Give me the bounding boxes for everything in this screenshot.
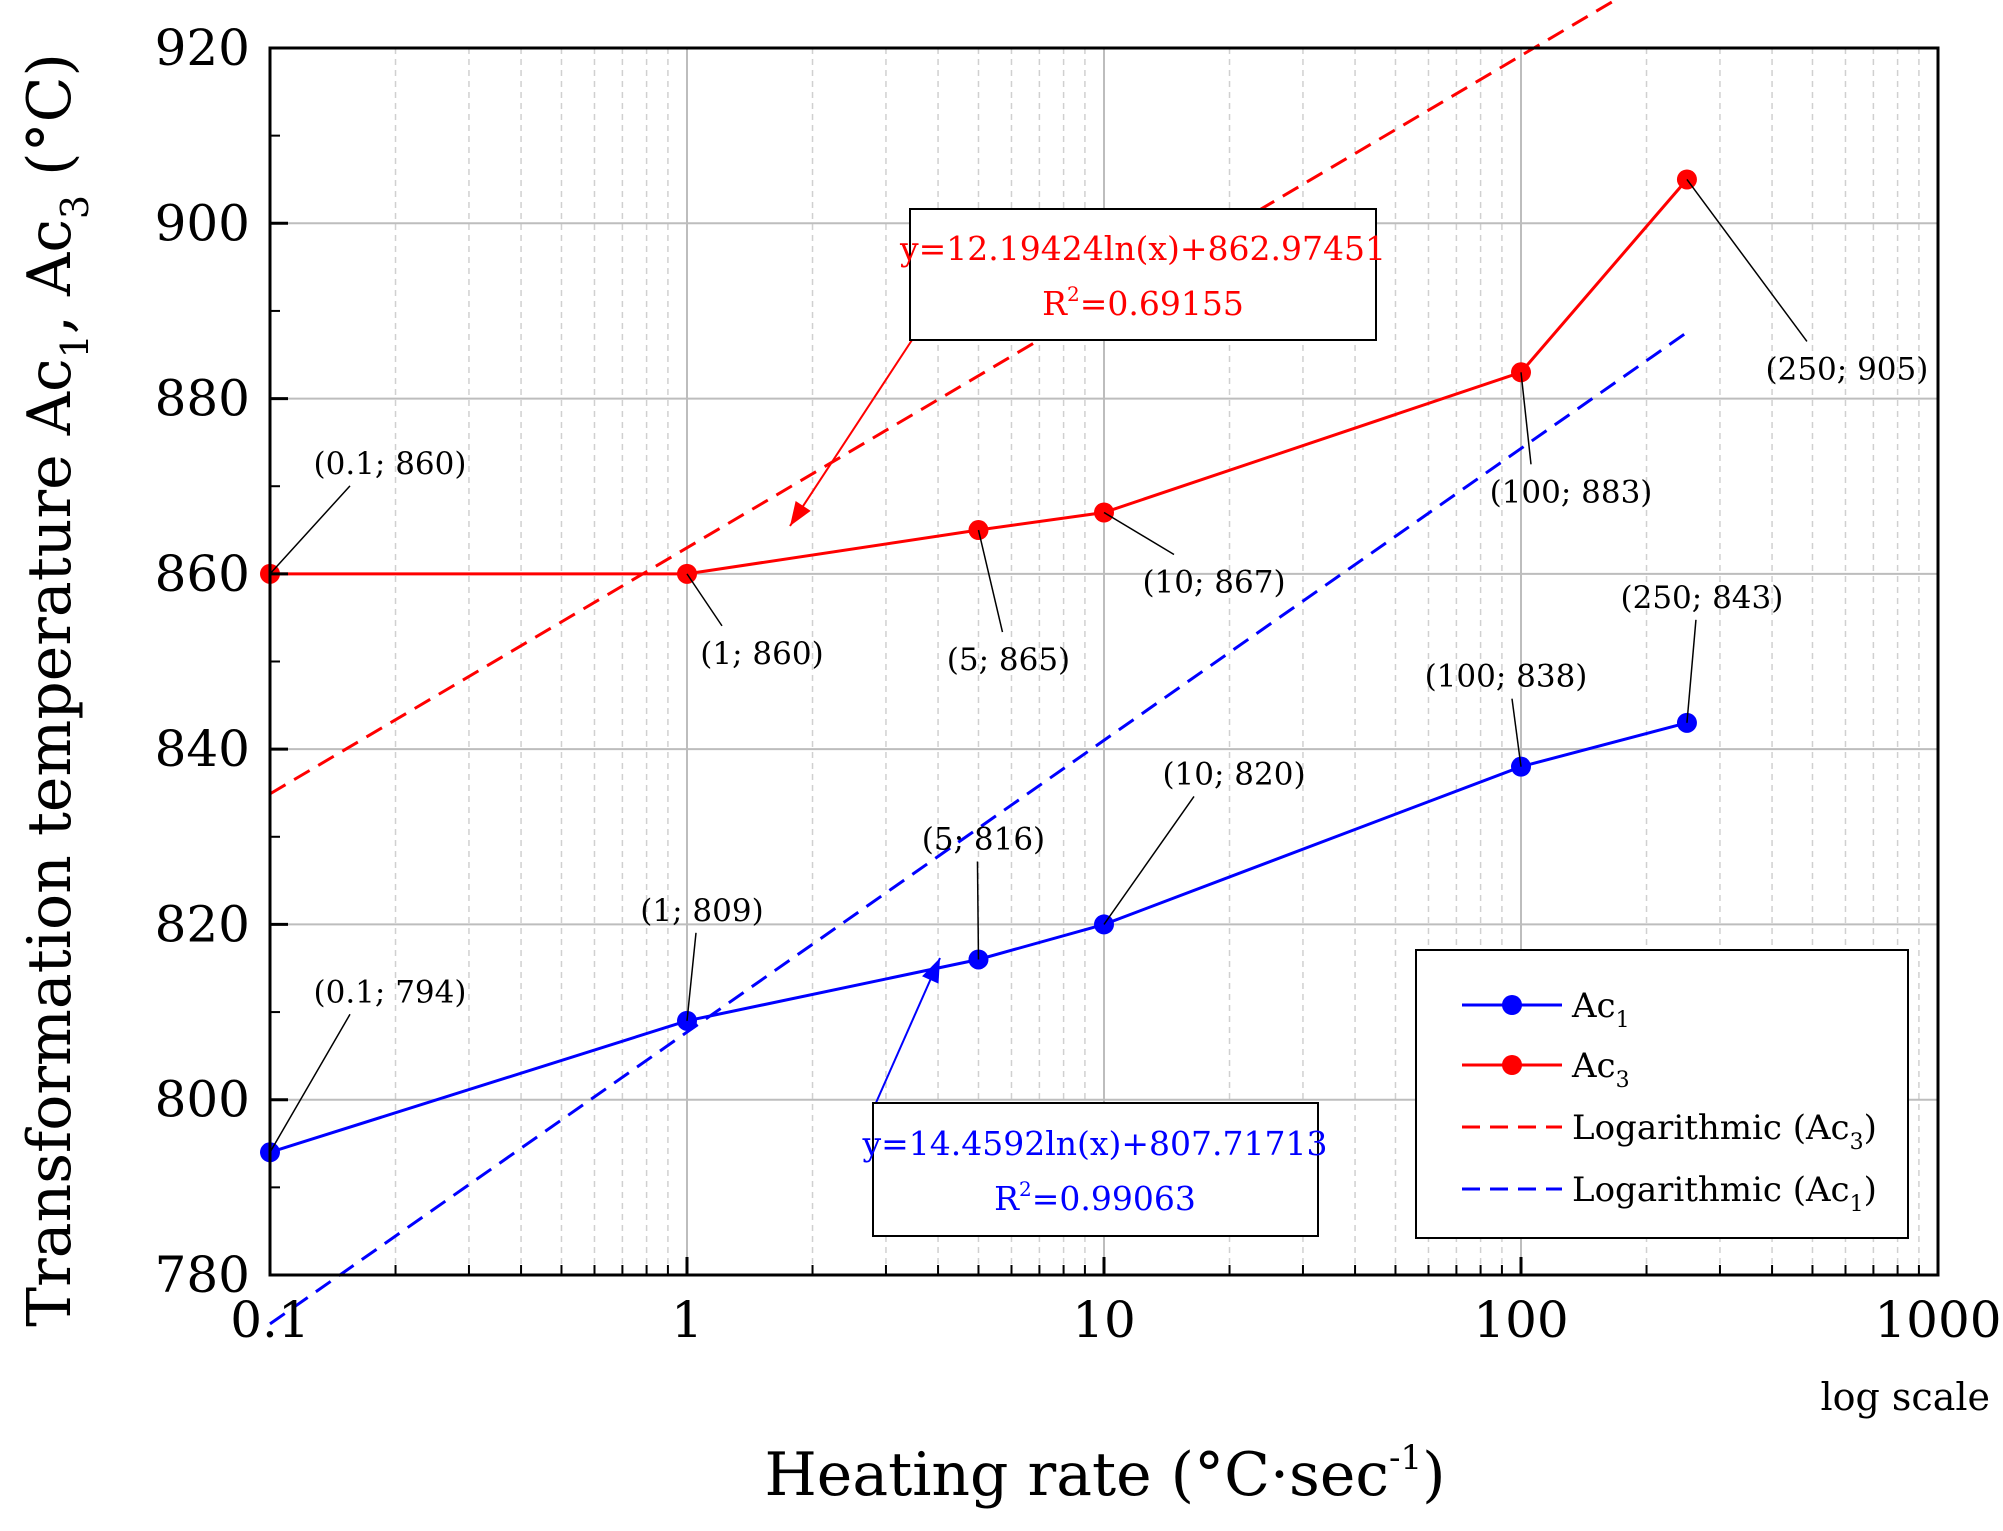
annotation-leader xyxy=(1103,795,1195,925)
y-tick-label: 840 xyxy=(155,720,250,778)
point-label: (5; 816) xyxy=(922,821,1045,857)
series-layer xyxy=(260,0,1697,1326)
legend: Ac1 Ac3 Logarithmic (Ac3) Logarithmic (Ac1) xyxy=(1415,949,1909,1239)
legend-marker-ac1 xyxy=(1502,995,1522,1015)
point-label: (250; 905) xyxy=(1766,351,1929,387)
point-label: (10; 820) xyxy=(1162,756,1305,792)
annotation-leader xyxy=(1686,619,1697,723)
point-label: (5; 865) xyxy=(947,642,1070,678)
point-label: (0.1; 794) xyxy=(314,974,467,1010)
equation-arrow-ac1 xyxy=(874,957,941,1106)
annotation-leader xyxy=(976,861,980,960)
equation-ac3-formula: y=12.19424ln(x)+862.97451 xyxy=(899,229,1386,268)
annotation-leader xyxy=(1103,511,1175,556)
equation-ac1-formula: y=14.4592ln(x)+807.71713 xyxy=(861,1124,1327,1163)
equation-box-ac3: y=12.19424ln(x)+862.97451 R2=0.69155 xyxy=(899,208,1386,341)
x-tick-label: 100 xyxy=(1473,1291,1568,1349)
annotation-leader xyxy=(1520,372,1532,465)
point-label: (1; 860) xyxy=(700,636,823,672)
equation-ac1-r2: R2=0.99063 xyxy=(994,1177,1196,1218)
point-label: (100; 838) xyxy=(1425,659,1588,695)
annotation-leader xyxy=(686,573,723,627)
legend-label-logarithmic-ac3-: Logarithmic (Ac3) xyxy=(1572,1108,1877,1155)
point-label: (0.1; 860) xyxy=(314,446,467,482)
y-tick-label: 800 xyxy=(155,1071,250,1129)
x-axis-title: Heating rate (°C·sec-1) xyxy=(764,1438,1445,1510)
y-axis-title: Transformation temperature Ac1, Ac3 (°C) xyxy=(15,53,97,1327)
legend-marker-ac3 xyxy=(1502,1055,1522,1075)
annotation-leader xyxy=(1686,179,1808,342)
point-label: (100; 883) xyxy=(1490,474,1653,510)
equation-arrow-ac3-head xyxy=(790,500,811,526)
annotation-leader xyxy=(977,529,1004,633)
y-tick-label: 920 xyxy=(155,19,250,77)
legend-label-ac1: Ac1 xyxy=(1571,986,1630,1033)
x-tick-label: 1 xyxy=(671,1291,703,1349)
point-label: (10; 867) xyxy=(1142,565,1285,601)
y-tick-label: 780 xyxy=(155,1246,250,1304)
fit-line-logarithmic-ac1- xyxy=(269,331,1688,1326)
annotation-layer: (0.1; 794) (1; 809) (5; 816) (10; 820) (100;… xyxy=(269,179,1929,1153)
point-label: (1; 809) xyxy=(640,893,763,929)
y-tick-label: 900 xyxy=(155,194,250,252)
fit-line-logarithmic-ac3- xyxy=(269,0,1619,796)
plot-frame xyxy=(268,46,1940,1277)
annotation-leader xyxy=(686,932,697,1021)
equation-arrow-ac3 xyxy=(789,339,913,527)
equation-ac3-r2: R2=0.69155 xyxy=(1042,282,1244,323)
annotation-leader xyxy=(269,1013,351,1153)
x-tick-label: 0.1 xyxy=(230,1291,310,1349)
annotation-leader xyxy=(1511,698,1522,767)
x-scale-note: log scale xyxy=(1820,1375,1990,1419)
legend-label-ac3: Ac3 xyxy=(1571,1046,1630,1093)
series-line-ac3 xyxy=(270,178,1689,576)
x-tick-label: 1000 xyxy=(1874,1291,2001,1349)
x-tick-label: 10 xyxy=(1072,1291,1136,1349)
legend-label-logarithmic-ac1-: Logarithmic (Ac1) xyxy=(1572,1170,1877,1217)
equation-arrow-ac1-head xyxy=(922,958,940,984)
point-label: (250; 843) xyxy=(1621,580,1784,616)
y-tick-label: 860 xyxy=(155,545,250,603)
series-line-ac1 xyxy=(269,721,1688,1154)
y-tick-label: 820 xyxy=(155,895,250,953)
y-tick-label: 880 xyxy=(155,370,250,428)
annotation-leader xyxy=(269,485,351,575)
equation-box-ac1: y=14.4592ln(x)+807.71713 R2=0.99063 xyxy=(861,1102,1328,1237)
